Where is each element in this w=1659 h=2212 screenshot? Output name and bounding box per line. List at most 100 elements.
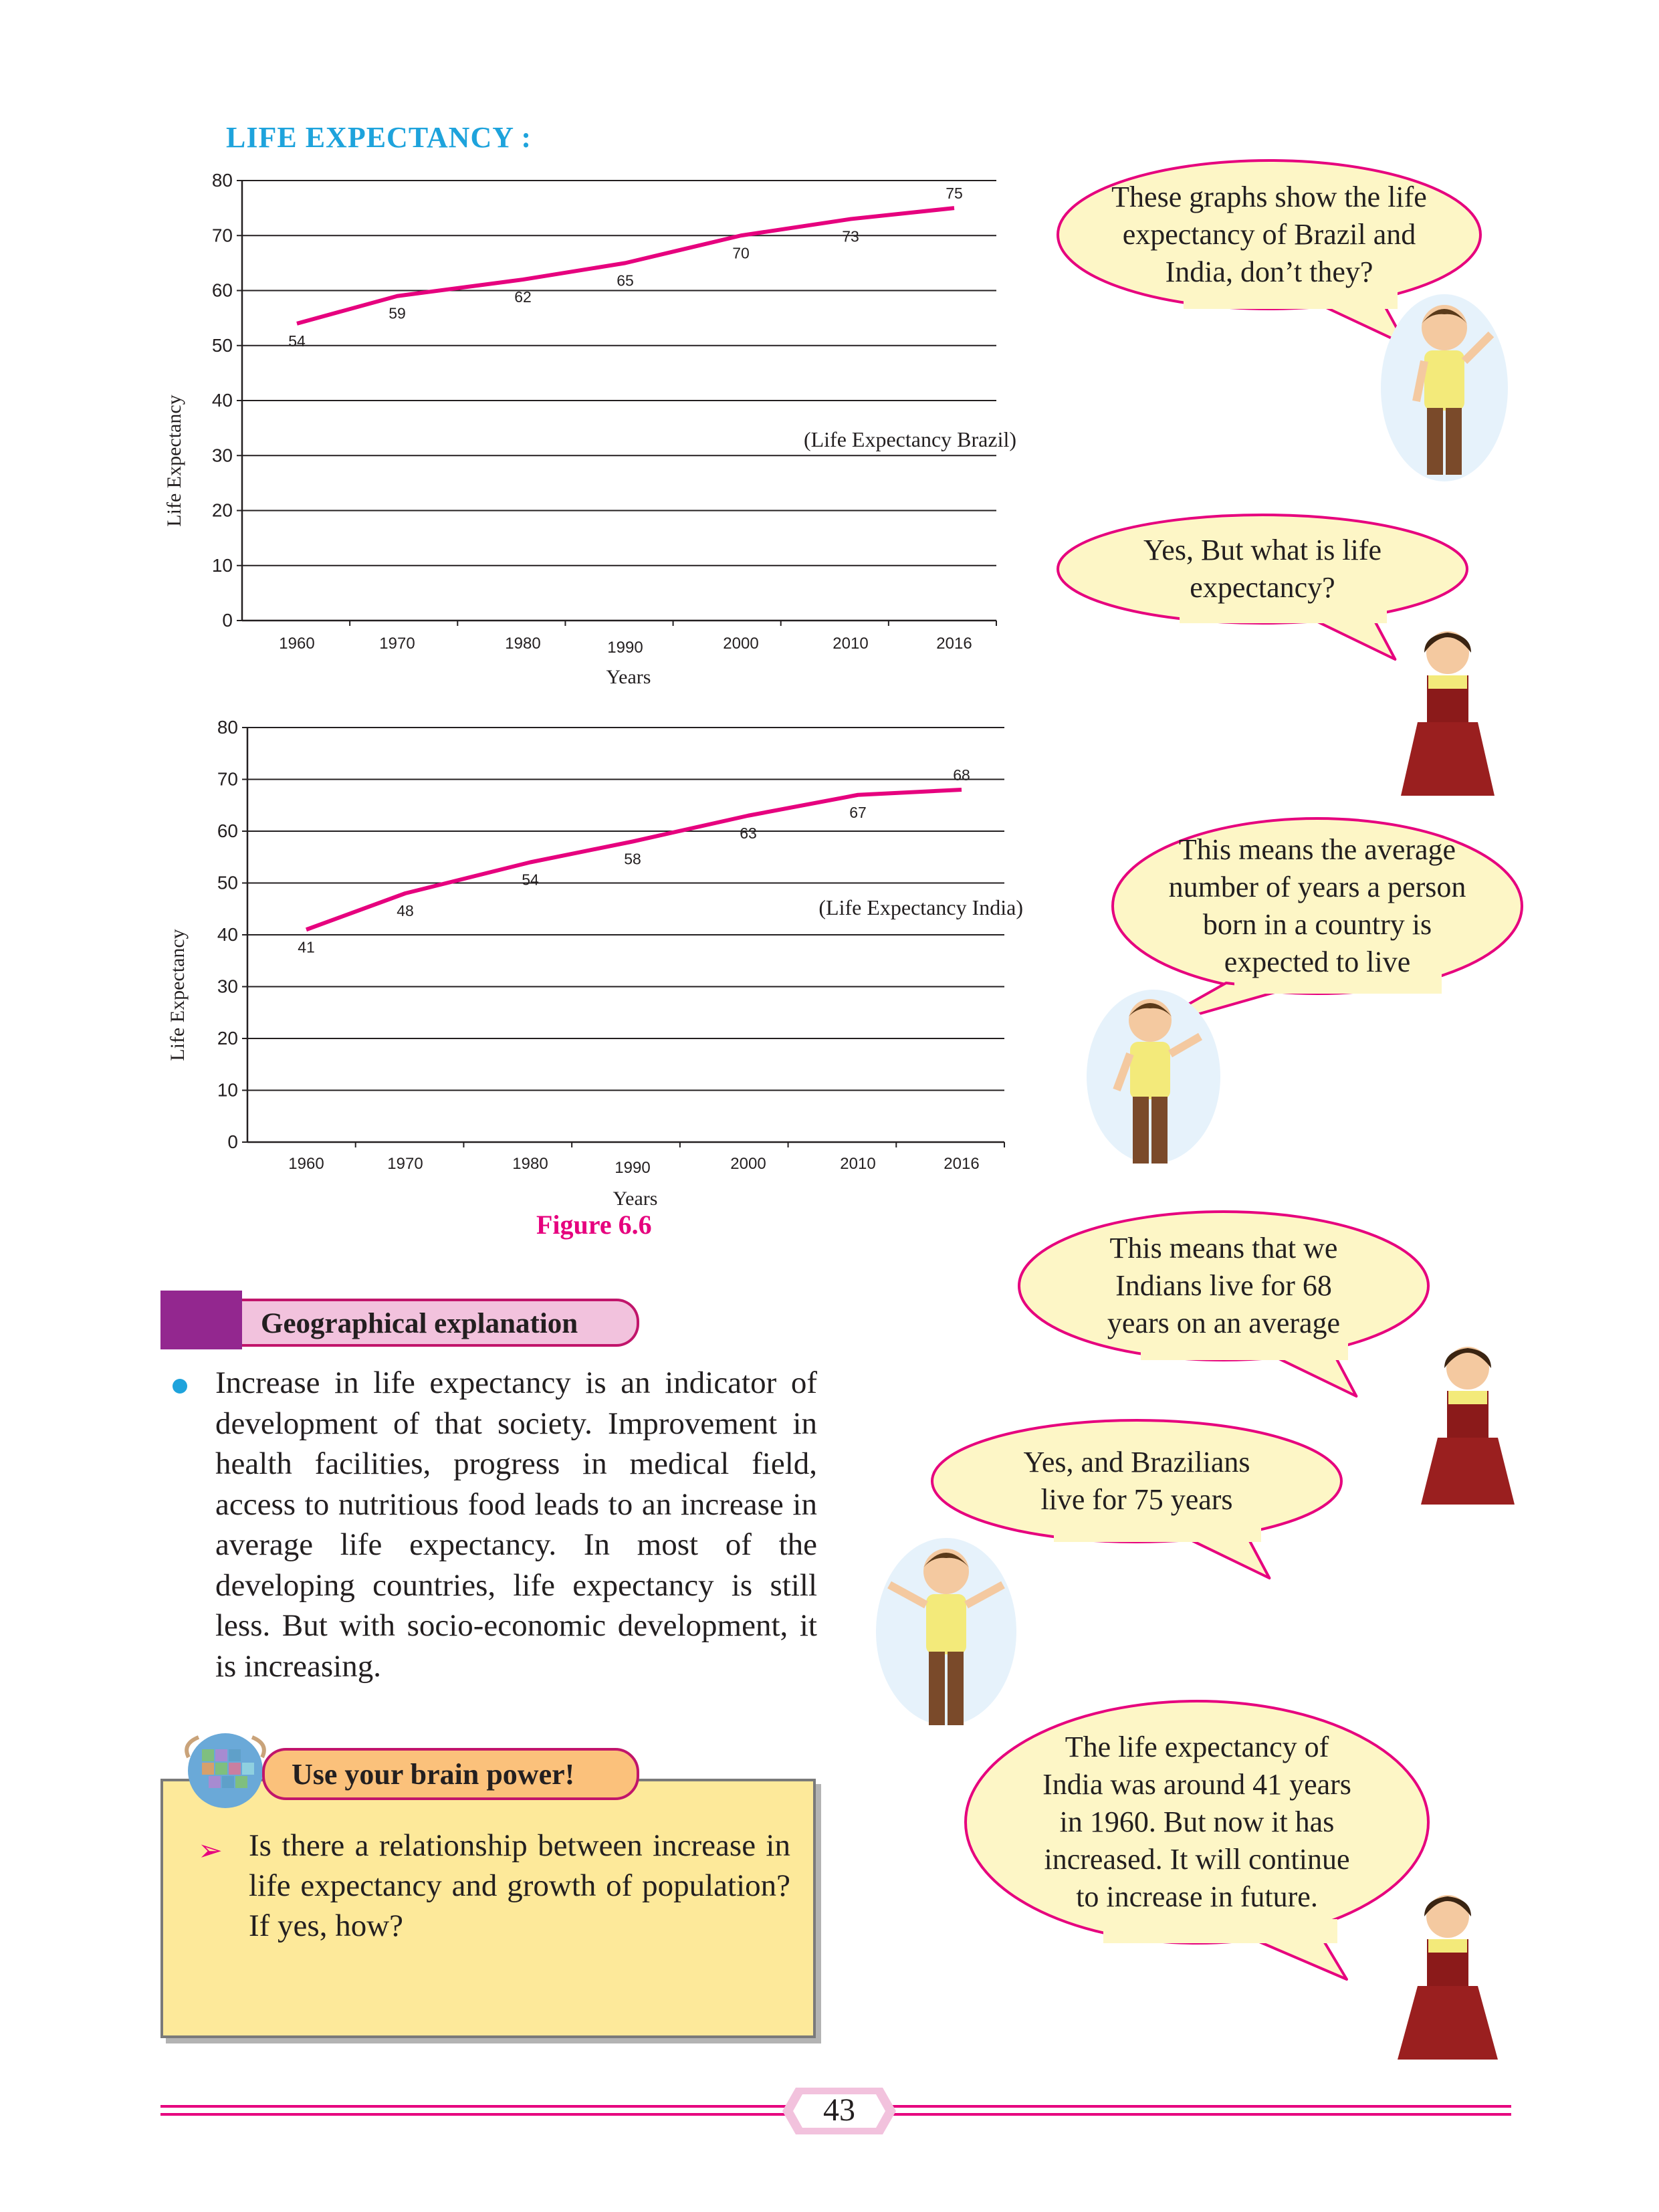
x-tick-label: 2016 bbox=[936, 635, 972, 653]
brain-power-title: Use your brain power! bbox=[292, 1758, 575, 1791]
data-label: 48 bbox=[397, 902, 414, 919]
data-label: 62 bbox=[514, 288, 532, 306]
data-label: 59 bbox=[389, 305, 406, 322]
data-label: 58 bbox=[624, 851, 641, 868]
brain-power-box bbox=[160, 1779, 816, 2038]
series-note: (Life Expectancy Brazil) bbox=[804, 427, 1016, 451]
page-footer: 43 bbox=[160, 2086, 1511, 2137]
x-axis-title: Years bbox=[613, 1188, 658, 1210]
x-tick-label: 1970 bbox=[387, 1155, 423, 1173]
y-tick-label: 10 bbox=[212, 555, 233, 576]
y-tick-label: 70 bbox=[217, 769, 238, 790]
x-tick-label: 1990 bbox=[615, 1159, 650, 1177]
bubble-shape bbox=[1018, 1210, 1430, 1398]
x-tick-label: 2000 bbox=[723, 635, 758, 653]
bubble-text-line: in 1960. But now it has bbox=[1059, 1805, 1335, 1838]
bubble-text-line: Yes, But what is life bbox=[1143, 534, 1382, 566]
speech-bubble-4: This means that we Indians live for 68 yea… bbox=[1016, 1209, 1431, 1398]
bubble-text-line: These graphs show the life bbox=[1111, 181, 1427, 213]
data-label: 73 bbox=[842, 228, 859, 245]
bubble-text: This means the average number of years a … bbox=[1110, 831, 1525, 981]
boy-illustration-3 bbox=[876, 1538, 1016, 1725]
data-label: 54 bbox=[522, 871, 539, 889]
series-line bbox=[305, 788, 962, 932]
y-tick-label: 80 bbox=[212, 170, 233, 191]
girl-illustration-3 bbox=[1398, 1895, 1498, 2060]
y-tick-label: 40 bbox=[217, 924, 238, 945]
bubble-text-line: expectancy? bbox=[1190, 571, 1335, 604]
page-number-badge bbox=[782, 2088, 896, 2134]
bubble-shape bbox=[964, 1700, 1430, 1981]
geo-explanation-header: Geographical explanation bbox=[160, 1291, 649, 1349]
bubble-text-line: to increase in future. bbox=[1076, 1880, 1318, 1913]
y-axis-title: Life Expectancy bbox=[163, 395, 185, 526]
y-tick-label: 0 bbox=[227, 1131, 238, 1152]
x-tick-label: 1960 bbox=[279, 635, 314, 653]
y-tick-label: 20 bbox=[217, 1028, 238, 1048]
bubble-text-line: expectancy of Brazil and bbox=[1122, 218, 1416, 251]
bubble-text-line: born in a country is bbox=[1202, 908, 1432, 941]
brain-globe-icon bbox=[185, 1733, 266, 1808]
y-tick-label: 50 bbox=[212, 335, 233, 356]
bubble-text: Yes, and Brazilians live for 75 years bbox=[929, 1444, 1344, 1519]
x-tick-label: 2000 bbox=[730, 1155, 766, 1173]
speech-bubble-3: This means the average number of years a … bbox=[1110, 816, 1525, 1031]
y-axis-title: Life Expectancy bbox=[167, 929, 189, 1061]
chart-brazil: 0 10 20 30 40 50 60 70 80 1960 1970 1980 1990 2000 201… bbox=[163, 170, 1016, 688]
girl-illustration-1 bbox=[1401, 631, 1495, 796]
bubble-text-line: live for 75 years bbox=[1040, 1483, 1233, 1516]
bubble-tail-cover bbox=[1234, 970, 1442, 994]
data-label: 70 bbox=[732, 244, 750, 261]
data-label: 75 bbox=[946, 185, 963, 202]
series-note: (Life Expectancy India) bbox=[818, 895, 1023, 919]
data-label: 68 bbox=[953, 766, 970, 784]
bubble-text-line: years on an average bbox=[1107, 1307, 1341, 1339]
brain-power-header: Use your brain power! bbox=[262, 1748, 639, 1800]
y-tick-label: 30 bbox=[217, 976, 238, 997]
bubble-text: This means that we Indians live for 68 yea… bbox=[1016, 1230, 1431, 1342]
speech-bubble-5: Yes, and Brazilians live for 75 years bbox=[929, 1418, 1344, 1579]
geo-explanation-text: Increase in life expectancy is an indica… bbox=[215, 1365, 817, 1684]
bubble-text-line: expected to live bbox=[1224, 946, 1411, 978]
x-tick-label: 1970 bbox=[379, 635, 415, 653]
y-tick-label: 50 bbox=[217, 873, 238, 893]
bubble-text: Yes, But what is life expectancy? bbox=[1055, 532, 1470, 606]
x-tick-label: 2010 bbox=[833, 635, 868, 653]
data-label: 65 bbox=[617, 271, 634, 289]
y-tick-label: 0 bbox=[222, 610, 233, 631]
series-line bbox=[296, 206, 955, 326]
bubble-text-line: This means that we bbox=[1109, 1232, 1338, 1264]
data-label: 67 bbox=[849, 804, 867, 821]
geo-explanation-title: Geographical explanation bbox=[261, 1308, 578, 1339]
bubble-text-line: The life expectancy of bbox=[1065, 1731, 1329, 1763]
x-tick-label: 2010 bbox=[840, 1155, 875, 1173]
bubble-tail-cover bbox=[1054, 1518, 1261, 1542]
x-tick-label: 1960 bbox=[288, 1155, 324, 1173]
girl-illustration-2 bbox=[1421, 1347, 1515, 1505]
x-tick-label: 1980 bbox=[505, 635, 540, 653]
bullet-dot-icon bbox=[173, 1379, 187, 1394]
bubble-text-line: India was around 41 years bbox=[1042, 1768, 1351, 1801]
y-tick-label: 60 bbox=[212, 280, 233, 301]
header-accent-block bbox=[160, 1291, 242, 1349]
header-pill: Geographical explanation bbox=[242, 1299, 639, 1347]
boy-illustration-1 bbox=[1381, 294, 1508, 481]
bubble-shape bbox=[1057, 159, 1482, 346]
bubble-text-line: Yes, and Brazilians bbox=[1023, 1446, 1250, 1478]
speech-bubble-6: The life expectancy of India was around 4… bbox=[963, 1698, 1431, 1981]
bubble-shape bbox=[931, 1419, 1343, 1579]
bubble-text: The life expectancy of India was around 4… bbox=[963, 1729, 1431, 1916]
bubble-shape bbox=[1057, 514, 1468, 661]
section-title: LIFE EXPECTANCY : bbox=[226, 121, 532, 154]
bubble-text-line: This means the average bbox=[1178, 833, 1456, 866]
bubble-tail-cover bbox=[1184, 285, 1398, 309]
speech-bubble-1: These graphs show the life expectancy of … bbox=[1055, 158, 1483, 346]
arrow-bullet-icon: ➢ bbox=[198, 1834, 223, 1867]
y-tick-label: 10 bbox=[217, 1080, 238, 1101]
bubble-text-line: increased. It will continue bbox=[1044, 1843, 1350, 1876]
brain-power-question: Is there a relationship between increase… bbox=[249, 1828, 790, 1943]
x-tick-label: 2016 bbox=[944, 1155, 979, 1173]
bubble-text-line: India, don’t they? bbox=[1165, 255, 1373, 288]
data-label: 41 bbox=[298, 938, 315, 956]
data-label: 63 bbox=[740, 824, 757, 842]
